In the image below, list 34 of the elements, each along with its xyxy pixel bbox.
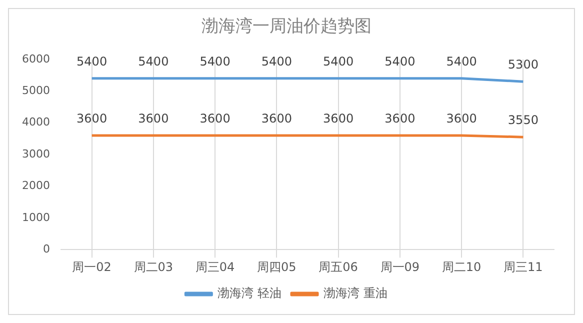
y-tick-label: 6000: [22, 52, 50, 66]
y-tick-label: 3000: [22, 147, 50, 160]
y-tick-label: 4000: [22, 116, 50, 129]
data-label: 5400: [384, 54, 416, 69]
y-tick-label: 0: [42, 242, 50, 256]
data-label: 3600: [261, 112, 292, 126]
legend-label: 渤海湾 轻油: [218, 286, 282, 300]
x-tick-label: 周一02: [72, 260, 112, 274]
y-tick-label: 2000: [22, 179, 50, 192]
data-label: 3600: [384, 112, 416, 126]
data-label: 3600: [323, 112, 354, 126]
data-label: 3600: [76, 112, 108, 126]
x-tick-label: 周一09: [380, 260, 420, 274]
x-tick-label: 周二03: [134, 260, 174, 274]
data-label: 5400: [138, 54, 169, 69]
data-label: 5400: [76, 54, 108, 69]
data-label: 5300: [508, 58, 538, 72]
x-tick-label: 周五06: [318, 260, 358, 274]
data-label: 5400: [261, 54, 292, 69]
data-label: 3600: [200, 112, 230, 126]
y-tick-label: 5000: [22, 84, 50, 97]
x-tick-label: 周三11: [504, 260, 543, 274]
data-label: 5400: [446, 54, 477, 69]
x-tick-label: 周二10: [442, 260, 482, 274]
data-label: 3600: [138, 112, 169, 126]
data-label: 3600: [446, 112, 477, 126]
data-label: 5400: [200, 54, 230, 69]
data-label: 3550: [508, 113, 538, 128]
x-tick-label: 周四05: [257, 260, 296, 274]
y-tick-label: 1000: [22, 210, 50, 224]
legend-label: 渤海湾 重油: [324, 286, 388, 300]
x-tick-label: 周三04: [195, 260, 235, 274]
data-label: 5400: [323, 54, 354, 69]
chart-title: 渤海湾一周油价趋势图: [202, 16, 372, 37]
